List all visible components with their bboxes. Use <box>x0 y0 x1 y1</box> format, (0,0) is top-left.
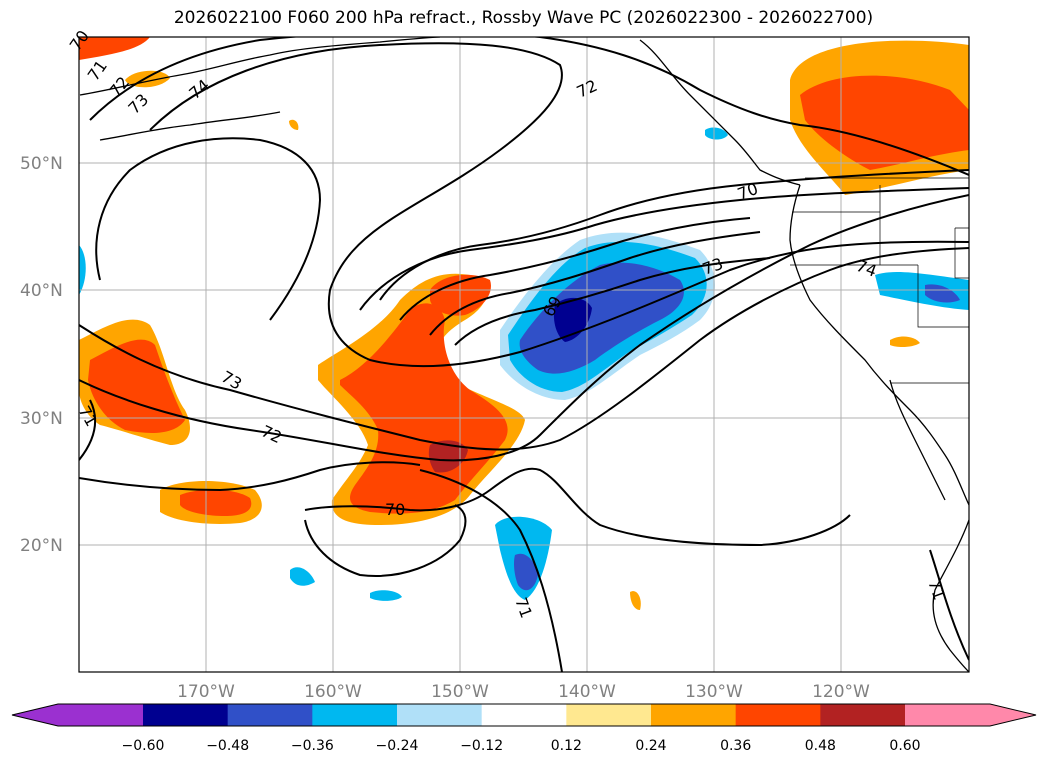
coastline-aleutians <box>99 111 281 141</box>
coastline-mexico <box>932 519 969 672</box>
colorbar-tick-label: 0.60 <box>889 738 920 754</box>
colorbar-segment <box>143 704 229 726</box>
latitude-labels: 50°N 40°N 30°N 20°N <box>20 154 63 556</box>
colorbar-tick-label: −0.60 <box>122 738 165 754</box>
positive-region-nw <box>79 37 150 60</box>
contour-small-loop <box>304 504 467 577</box>
contour-label: 70 <box>385 500 405 519</box>
coastline-west-us <box>789 184 969 506</box>
lon-label-120w: 120°W <box>812 682 870 702</box>
contour-lower-left <box>79 461 421 492</box>
colorbar-segment <box>312 704 398 726</box>
coastline-baja <box>889 379 946 501</box>
lon-label-170w: 170°W <box>177 682 235 702</box>
colorbar-ticks: −0.60 −0.48 −0.36 −0.24 −0.12 0.12 0.24 0.36 0.4… <box>122 738 921 754</box>
colorbar-tick-label: 0.48 <box>805 738 836 754</box>
colorbar-tick-label: −0.48 <box>206 738 249 754</box>
contour-71-west <box>79 399 97 461</box>
negative-region-south-core <box>514 553 538 591</box>
lat-label-50n: 50°N <box>20 154 63 174</box>
lat-label-30n: 30°N <box>20 409 63 429</box>
colorbar-tick-label: 0.24 <box>635 738 666 754</box>
contour-nested-2 <box>359 187 969 311</box>
contour-74-outer <box>149 42 969 368</box>
colorbar-outline <box>11 703 1037 727</box>
contour-71-se <box>929 549 969 661</box>
colorbar-tick-label: −0.12 <box>460 738 503 754</box>
negative-region-central-max <box>553 297 592 342</box>
colorbar-segments <box>12 704 1036 726</box>
positive-region-west-core <box>88 339 185 433</box>
map-frame <box>78 36 970 673</box>
contour-nested-3 <box>399 217 751 321</box>
colorbar-segment <box>397 704 483 726</box>
contour-72-north <box>89 37 969 176</box>
contour-nested-4 <box>429 231 761 336</box>
contour-nested-5 <box>454 257 771 346</box>
contour-72-mid <box>79 194 969 462</box>
positive-region-central-max <box>428 440 468 473</box>
negative-region-small-1 <box>290 567 315 586</box>
negative-region-canada-small <box>705 127 728 140</box>
coastline-alaska <box>79 37 441 96</box>
colorbar-tick-label: −0.36 <box>291 738 334 754</box>
lon-label-130w: 130°W <box>685 682 743 702</box>
longitude-labels: 170°W 160°W 150°W 140°W 130°W 120°W <box>177 682 870 702</box>
lat-label-20n: 20°N <box>20 536 63 556</box>
contour-70-low <box>304 467 851 547</box>
border-ca-nv <box>917 265 969 328</box>
lon-label-150w: 150°W <box>431 682 489 702</box>
colorbar-segment <box>651 704 737 726</box>
positive-region-canada-core <box>800 75 969 170</box>
colorbar-segment <box>227 704 313 726</box>
contour-lines <box>79 37 969 672</box>
positive-region-small-c <box>289 119 299 130</box>
colorbar-segment <box>481 704 567 726</box>
positive-region-small-a <box>630 591 641 610</box>
negative-region-east-core <box>925 284 960 303</box>
colorbar-segment-under <box>12 704 143 726</box>
colorbar-segment-over <box>905 704 1036 726</box>
contour-nested-1 <box>379 169 969 301</box>
contour-71-south <box>419 469 563 672</box>
colorbar-segment <box>735 704 821 726</box>
border-nv-ut <box>954 227 969 279</box>
contour-73 <box>79 247 969 451</box>
positive-region-small-b <box>890 336 920 348</box>
negative-region-small-2 <box>370 590 402 601</box>
colorbar-tick-label: −0.24 <box>376 738 419 754</box>
colorbar-segment <box>566 704 652 726</box>
contour-west-loop <box>95 137 322 321</box>
negative-region-nw-edge <box>79 245 86 295</box>
positive-region-sw-core <box>180 489 252 516</box>
lon-label-160w: 160°W <box>304 682 362 702</box>
colorbar-tick-label: 0.12 <box>551 738 582 754</box>
lon-label-140w: 140°W <box>558 682 616 702</box>
lat-label-40n: 40°N <box>20 281 63 301</box>
gridlines <box>79 37 969 672</box>
colorbar: −0.60 −0.48 −0.36 −0.24 −0.12 0.12 0.24 0.36 0.4… <box>11 703 1037 754</box>
positive-region-central-core <box>340 303 508 514</box>
colorbar-tick-label: 0.36 <box>720 738 751 754</box>
map-title: 2026022100 F060 200 hPa refract., Rossby… <box>173 8 874 28</box>
colorbar-segment <box>820 704 906 726</box>
